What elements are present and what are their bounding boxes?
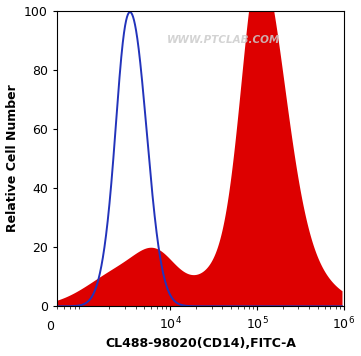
Y-axis label: Relative Cell Number: Relative Cell Number (5, 84, 18, 232)
Text: 0: 0 (46, 320, 54, 333)
Text: WWW.PTCLAB.COM: WWW.PTCLAB.COM (167, 35, 280, 45)
X-axis label: CL488-98020(CD14),FITC-A: CL488-98020(CD14),FITC-A (105, 337, 296, 350)
